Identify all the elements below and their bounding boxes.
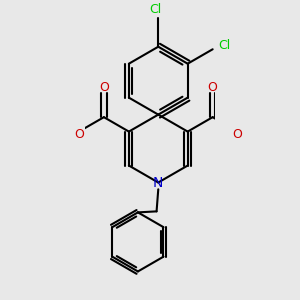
Text: Cl: Cl — [218, 39, 231, 52]
Text: O: O — [99, 81, 109, 94]
Text: N: N — [153, 176, 164, 190]
Text: Cl: Cl — [149, 3, 162, 16]
Text: O: O — [208, 81, 218, 94]
Text: O: O — [74, 128, 84, 141]
Text: O: O — [232, 128, 242, 141]
